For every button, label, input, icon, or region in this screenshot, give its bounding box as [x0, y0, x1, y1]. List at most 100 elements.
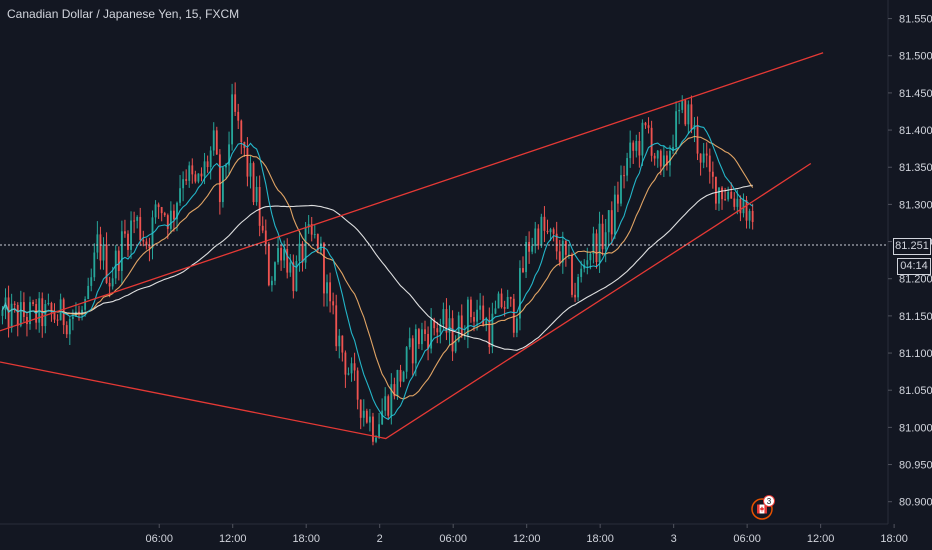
candle-down	[574, 294, 576, 298]
candle-down	[558, 251, 561, 263]
candle-up	[225, 165, 227, 168]
candle-down	[372, 416, 374, 442]
candle-down	[117, 250, 120, 271]
candle-up	[635, 140, 638, 151]
candle-up	[255, 186, 258, 203]
candle-up	[629, 142, 632, 159]
candle-up	[390, 384, 393, 416]
candle-up	[580, 268, 583, 277]
candle-up	[439, 324, 442, 333]
candle-down	[724, 199, 727, 201]
candle-up	[613, 194, 616, 235]
candle-down	[617, 194, 619, 204]
candle-up	[368, 416, 371, 423]
candle-down	[571, 254, 573, 295]
candle-down	[714, 176, 717, 204]
candle-down	[555, 233, 558, 252]
candle-down	[215, 130, 218, 155]
candle-up	[222, 167, 224, 203]
candle-up	[347, 373, 350, 375]
candle-down	[329, 282, 332, 302]
candle-down	[733, 198, 736, 207]
candle-down	[344, 352, 347, 375]
candle-down	[124, 231, 126, 234]
candle-down	[356, 370, 359, 400]
candle-up	[338, 335, 341, 347]
candle-up	[598, 223, 601, 263]
candle-up	[669, 150, 671, 166]
candle-up	[506, 296, 509, 309]
candle-down	[696, 125, 699, 154]
candle-down	[739, 198, 742, 214]
candle-down	[50, 303, 53, 313]
candle-down	[301, 243, 304, 263]
candle-up	[531, 245, 534, 252]
event-count-badge[interactable]: 3	[763, 495, 775, 507]
y-tick-label: 81.000	[899, 422, 932, 434]
candle-down	[258, 186, 261, 226]
x-tick-label: 06:00	[145, 533, 173, 545]
candle-up	[102, 244, 105, 261]
price-axis[interactable]: 81.550 81.500 81.450 81.400 81.350 81.300 81.2…	[888, 14, 932, 509]
candle-down	[22, 302, 25, 317]
candle-up	[84, 299, 87, 310]
candle-down	[509, 296, 512, 299]
candle-up	[375, 437, 377, 442]
x-tick-label: 12:00	[807, 533, 835, 545]
candle-up	[228, 144, 230, 166]
candle-up	[430, 319, 433, 349]
candle-down	[280, 248, 283, 261]
candle-up	[494, 308, 497, 314]
candle-down	[194, 174, 197, 182]
candle-down	[482, 305, 485, 326]
candle-up	[169, 210, 172, 229]
candle-up	[384, 396, 387, 411]
candle-up	[274, 262, 276, 281]
candle-up	[589, 253, 592, 261]
candle-down	[237, 111, 240, 121]
candle-up	[71, 316, 74, 319]
candle-down	[650, 127, 653, 156]
candle-down	[522, 268, 524, 273]
candle-down	[512, 298, 515, 333]
candle-down	[200, 173, 203, 177]
candle-down	[417, 329, 420, 345]
candle-up	[540, 216, 543, 246]
candle-down	[445, 309, 448, 333]
y-tick-label: 81.350	[899, 162, 932, 174]
bar-countdown-label: 04:14	[897, 258, 931, 275]
candle-up	[179, 188, 181, 203]
channel-layer	[0, 52, 824, 440]
candle-up	[313, 234, 316, 236]
candle-down	[638, 140, 641, 156]
candle-up	[326, 282, 328, 294]
candle-down	[335, 305, 338, 347]
candle-up	[421, 329, 423, 345]
candle-up	[561, 240, 564, 263]
candle-down	[157, 204, 160, 208]
candle-down	[684, 100, 687, 125]
candle-down	[65, 325, 68, 335]
x-tick-label: 06:00	[733, 533, 761, 545]
candle-up	[678, 109, 681, 112]
candle-down	[261, 225, 264, 231]
candle-up	[519, 268, 521, 319]
candle-up	[687, 104, 690, 125]
ma-slow-line	[1, 184, 753, 351]
candle-up	[549, 229, 552, 233]
candle-down	[433, 319, 436, 329]
candle-up	[362, 410, 365, 418]
candle-up	[607, 210, 610, 233]
candle-down	[451, 318, 454, 352]
candle-down	[353, 363, 356, 371]
candle-down	[546, 230, 549, 233]
y-tick-label: 81.200	[899, 274, 932, 286]
candle-down	[503, 307, 506, 309]
candle-up	[736, 198, 739, 207]
time-axis[interactable]: 06:00 12:00 18:00 2 06:00 12:00 18:00 3 06:00 12:…	[145, 524, 932, 545]
candle-down	[218, 154, 221, 203]
y-tick-label: 81.150	[899, 311, 932, 323]
candle-down	[543, 216, 546, 231]
candle-down	[286, 249, 289, 273]
